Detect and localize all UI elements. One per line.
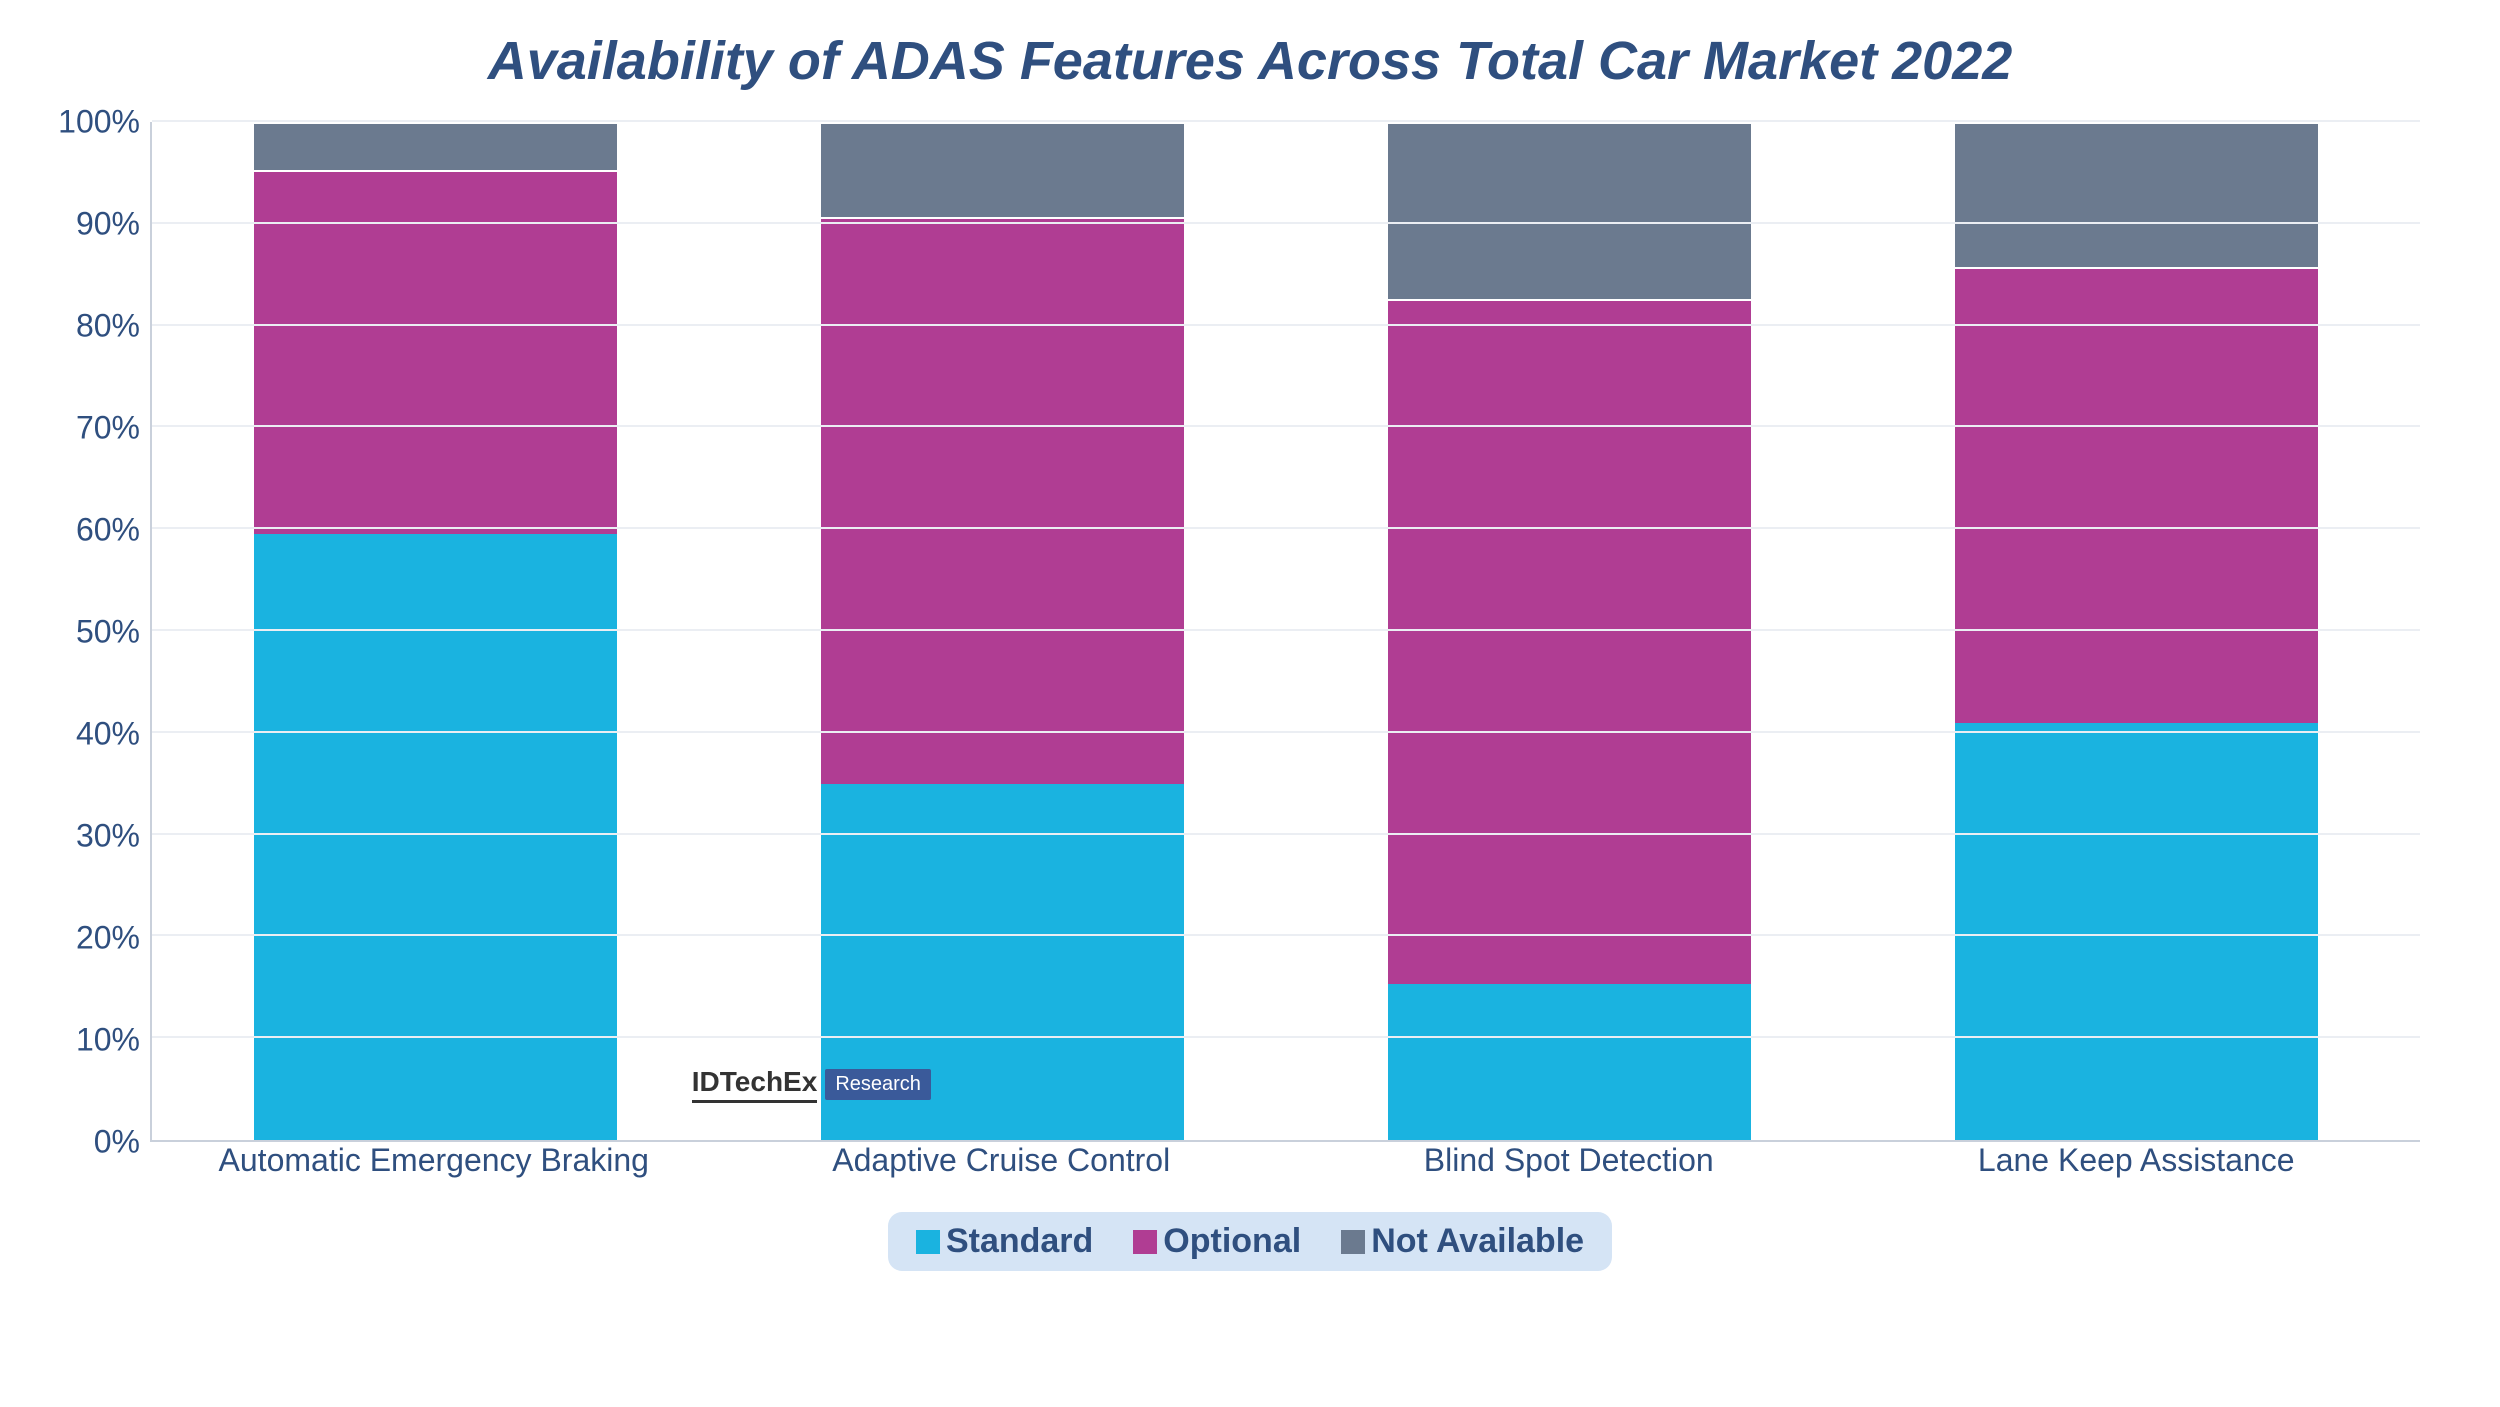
y-tick-label: 90% — [76, 206, 140, 243]
legend-item-standard: Standard — [916, 1222, 1093, 1261]
gridline — [152, 222, 2420, 224]
gridline — [152, 1036, 2420, 1038]
gridline — [152, 527, 2420, 529]
bar-segment-optional — [821, 217, 1184, 784]
legend-swatch — [916, 1230, 940, 1254]
legend-label: Standard — [946, 1222, 1093, 1261]
y-tick-label: 0% — [94, 1124, 140, 1161]
y-tick-label: 70% — [76, 410, 140, 447]
watermark-text: IDTechEx — [692, 1066, 818, 1103]
gridline — [152, 425, 2420, 427]
bar-segment-not-available — [1955, 122, 2318, 267]
bars-row — [152, 122, 2420, 1140]
y-tick-label: 80% — [76, 308, 140, 345]
bar — [1388, 122, 1751, 1140]
legend-item-not-available: Not Available — [1341, 1222, 1584, 1261]
x-label: Automatic Emergency Braking — [161, 1142, 706, 1192]
legend-label: Optional — [1163, 1222, 1301, 1261]
bar-segment-not-available — [1388, 122, 1751, 299]
plot-area: IDTechEx Research — [150, 122, 2420, 1142]
gridline — [152, 934, 2420, 936]
gridline — [152, 833, 2420, 835]
bar — [821, 122, 1184, 1140]
y-tick-label: 20% — [76, 920, 140, 957]
legend-swatch — [1133, 1230, 1157, 1254]
watermark: IDTechEx Research — [692, 1066, 931, 1103]
y-tick-label: 100% — [58, 104, 140, 141]
bar-segment-standard — [1388, 984, 1751, 1140]
x-axis: Automatic Emergency Braking Adaptive Crui… — [150, 1142, 2420, 1192]
y-tick-label: 50% — [76, 614, 140, 651]
y-tick-label: 40% — [76, 716, 140, 753]
y-tick-label: 10% — [76, 1022, 140, 1059]
gridline — [152, 120, 2420, 122]
x-label: Adaptive Cruise Control — [729, 1142, 1274, 1192]
bar-segment-not-available — [821, 122, 1184, 217]
bar-segment-standard — [254, 534, 617, 1140]
legend-label: Not Available — [1371, 1222, 1584, 1261]
x-label: Blind Spot Detection — [1296, 1142, 1841, 1192]
gridline — [152, 629, 2420, 631]
legend: Standard Optional Not Available — [888, 1212, 1612, 1271]
gridline — [152, 324, 2420, 326]
chart-title: Availability of ADAS Features Across Tot… — [60, 30, 2440, 92]
plot-wrapper: 0%10%20%30%40%50%60%70%80%90%100% IDTech… — [150, 122, 2420, 1182]
bar — [1955, 122, 2318, 1140]
x-label: Lane Keep Assistance — [1864, 1142, 2409, 1192]
bar-segment-optional — [1955, 267, 2318, 723]
bar-segment-optional — [254, 170, 617, 534]
bar-segment-optional — [1388, 299, 1751, 984]
y-tick-label: 30% — [76, 818, 140, 855]
bar-segment-standard — [1955, 723, 2318, 1140]
gridline — [152, 731, 2420, 733]
bar-segment-not-available — [254, 122, 617, 170]
y-axis: 0%10%20%30%40%50%60%70%80%90%100% — [60, 122, 150, 1142]
legend-item-optional: Optional — [1133, 1222, 1301, 1261]
y-tick-label: 60% — [76, 512, 140, 549]
bar — [254, 122, 617, 1140]
legend-swatch — [1341, 1230, 1365, 1254]
adas-chart: Availability of ADAS Features Across Tot… — [0, 0, 2500, 1407]
watermark-badge: Research — [825, 1069, 931, 1100]
